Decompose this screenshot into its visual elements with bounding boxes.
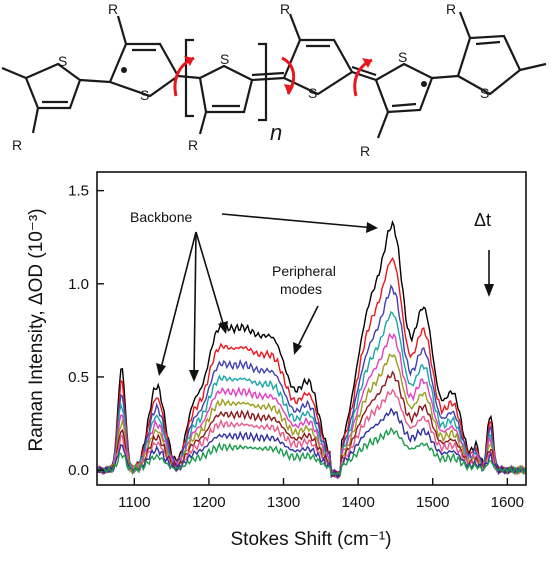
annotation-delta-t: Δt (474, 210, 491, 230)
radical-dot-left (121, 67, 127, 73)
x-tick-label: 1600 (491, 494, 524, 511)
plot-area (97, 219, 526, 480)
r-label-3: R (188, 137, 198, 153)
s-label-1: S (58, 53, 67, 69)
spectrum-line-5 (97, 332, 526, 479)
y-axis-label: Raman Intensity, ΔOD (10⁻³) (26, 208, 47, 451)
y-tick-label: 1.5 (68, 183, 89, 200)
spectrum-line-7 (97, 370, 526, 479)
polythiophene-structure (1, 11, 547, 139)
x-tick-label: 1100 (118, 494, 150, 511)
x-axis-label: Stokes Shift (cm⁻¹) (231, 529, 392, 550)
annotation-peripheral: Peripheral modes (272, 263, 336, 297)
annotation-arrows (159, 213, 490, 379)
spectrum-line-1 (97, 219, 526, 478)
plot-frame (96, 171, 527, 486)
y-tick-label: 0.5 (68, 369, 89, 386)
x-tick-label: 1500 (416, 494, 449, 511)
x-tick-label: 1200 (192, 494, 225, 511)
spectrum-line-10 (97, 426, 526, 477)
x-tick-label: 1400 (341, 494, 374, 511)
annotation-arrowheads (156, 222, 494, 382)
radical-dot-right (421, 81, 427, 87)
spectrum-line-9 (97, 407, 526, 480)
r-label-1: R (12, 137, 22, 153)
spectrum-line-3 (97, 283, 526, 479)
annotation-backbone: Backbone (130, 209, 192, 225)
s-label-5: S (398, 49, 407, 65)
r-label-6: R (446, 1, 456, 17)
spectrum-line-4 (97, 310, 526, 477)
s-label-4: S (308, 85, 317, 101)
rotation-arrowheads (184, 56, 372, 94)
annotation-peripheral-line-2: modes (280, 281, 322, 297)
r-label-5: R (360, 143, 370, 159)
annotation-peripheral-line-1: Peripheral (272, 263, 336, 279)
r-label-2: R (108, 1, 118, 17)
y-tick-label: 1.0 (68, 276, 89, 293)
s-label-2: S (140, 87, 149, 103)
repeat-n-label: n (270, 120, 282, 145)
s-label-6: S (480, 85, 489, 101)
r-label-4: R (280, 1, 290, 17)
y-tick-label: 0.0 (68, 462, 89, 479)
x-tick-label: 1300 (267, 494, 300, 511)
s-label-3: S (220, 51, 229, 67)
